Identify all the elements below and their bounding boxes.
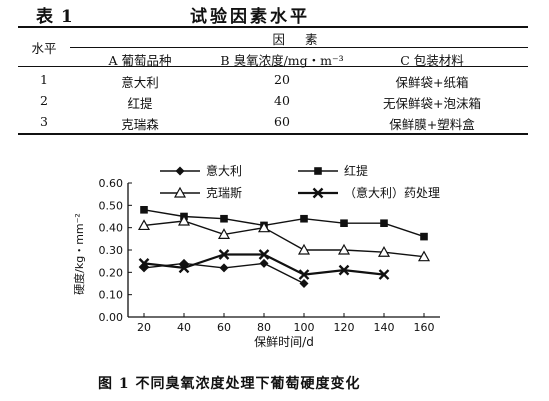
x-tick-label: 60 xyxy=(217,321,231,334)
table-label: 表 1 xyxy=(36,7,74,27)
data-point xyxy=(257,221,271,233)
row-variety: 克瑞森 xyxy=(121,117,159,132)
data-point xyxy=(140,206,148,214)
row-variety: 红提 xyxy=(127,96,153,111)
row-package: 无保鲜袋+泡沫箱 xyxy=(383,96,481,111)
legend-item: 意大利 xyxy=(160,163,242,178)
table-top-rule xyxy=(18,26,528,28)
legend-marker xyxy=(314,167,322,175)
y-tick-label: 0.20 xyxy=(99,266,124,279)
table-factor-rule xyxy=(70,47,528,48)
legend-marker xyxy=(175,166,185,176)
legend-marker xyxy=(312,187,324,199)
factor-header: 因 素 xyxy=(272,32,326,47)
y-tick-label: 0.50 xyxy=(99,199,124,212)
data-point xyxy=(220,214,228,223)
series-4 xyxy=(138,249,390,280)
data-point xyxy=(340,219,348,227)
data-point xyxy=(259,258,269,268)
legend-label: 红提 xyxy=(344,163,368,178)
x-tick-label: 20 xyxy=(137,321,151,334)
data-point xyxy=(380,219,388,227)
row-level: 3 xyxy=(40,114,48,129)
data-point xyxy=(297,243,311,255)
x-tick-label: 100 xyxy=(294,321,315,334)
series-line xyxy=(143,220,425,258)
row-level: 2 xyxy=(40,93,48,108)
y-tick-label: 0.40 xyxy=(99,222,124,235)
data-point xyxy=(417,250,431,262)
y-tick-label: 0.10 xyxy=(99,289,124,302)
data-point xyxy=(337,243,351,255)
row-package: 保鲜膜+塑料盒 xyxy=(389,117,475,132)
y-axis-label: 硬度/kg・mm⁻² xyxy=(72,213,86,295)
x-tick-label: 140 xyxy=(374,321,395,334)
data-point xyxy=(378,269,390,280)
level-header: 水平 xyxy=(31,41,57,56)
column-header-a: A 葡萄品种 xyxy=(108,53,172,68)
row-variety: 意大利 xyxy=(121,75,159,90)
legend-marker xyxy=(173,186,187,198)
x-tick-label: 40 xyxy=(177,321,191,334)
data-point xyxy=(298,269,310,280)
y-tick-label: 0.00 xyxy=(99,311,124,324)
legend-label: 意大利 xyxy=(206,163,242,178)
data-point xyxy=(338,264,350,276)
table-bottom-rule xyxy=(18,133,528,135)
table-title: 试验因素水平 xyxy=(190,7,310,27)
y-tick-label: 0.60 xyxy=(99,177,124,190)
column-header-b: B 臭氧浓度/mg・m⁻³ xyxy=(220,53,344,68)
y-tick-label: 0.30 xyxy=(99,244,124,257)
legend-label: （意大利）药处理 xyxy=(344,185,440,200)
data-point xyxy=(300,214,308,223)
figure-caption: 图 1 不同臭氧浓度处理下葡萄硬度变化 xyxy=(98,376,361,392)
legend-item: （意大利）药处理 xyxy=(298,185,440,200)
data-point xyxy=(420,232,428,241)
data-point xyxy=(217,228,231,239)
data-point xyxy=(258,249,270,260)
row-level: 1 xyxy=(40,72,48,87)
row-ozone: 40 xyxy=(274,93,290,108)
data-point xyxy=(178,262,190,274)
column-header-c: C 包装材料 xyxy=(400,53,464,68)
row-package: 保鲜袋+纸箱 xyxy=(395,75,469,90)
series-3 xyxy=(137,214,431,262)
data-point xyxy=(177,214,191,226)
data-point xyxy=(138,258,150,269)
legend-item: 红提 xyxy=(298,163,368,178)
data-point xyxy=(137,219,151,231)
legend-label: 克瑞斯 xyxy=(206,186,242,200)
x-tick-label: 160 xyxy=(414,321,435,334)
data-point xyxy=(219,263,229,273)
row-ozone: 60 xyxy=(274,114,290,129)
data-point xyxy=(299,279,309,288)
row-ozone: 20 xyxy=(274,72,290,87)
data-point xyxy=(218,249,230,260)
x-axis-label: 保鲜时间/d xyxy=(254,335,314,349)
table-header-rule xyxy=(18,66,528,67)
legend-item: 克瑞斯 xyxy=(160,186,242,200)
x-tick-label: 80 xyxy=(257,321,271,334)
data-point xyxy=(377,245,391,257)
series-line xyxy=(143,209,425,238)
x-tick-label: 120 xyxy=(334,321,355,334)
